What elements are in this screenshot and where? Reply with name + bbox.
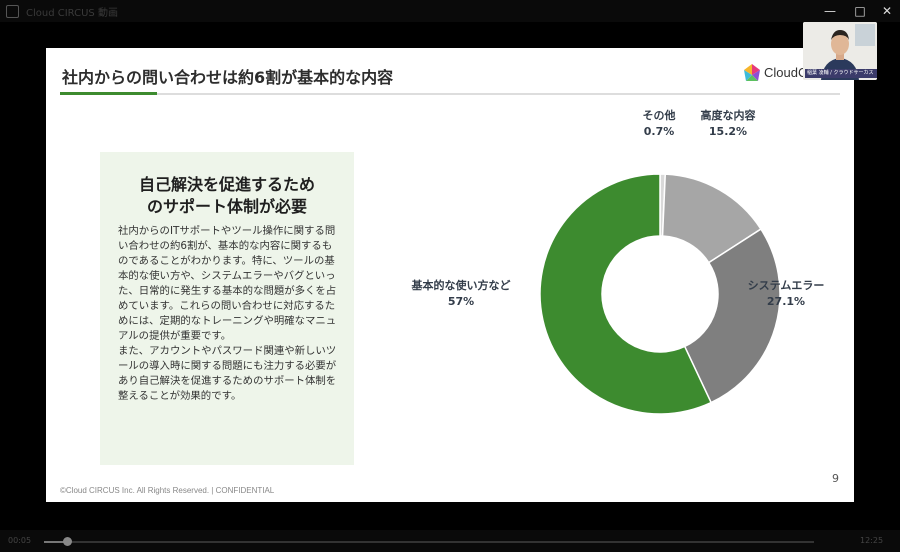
slice-label-name: システムエラー	[747, 279, 825, 292]
seek-bar[interactable]	[44, 541, 814, 543]
slice-label-name: 高度な内容	[700, 109, 756, 122]
logo-mark-icon	[744, 64, 760, 81]
donut-slice-2	[683, 228, 781, 404]
webcam-overlay: 稲葉 凌輔 / クラウドサーカス	[803, 22, 877, 80]
slice-label-3: 基本的な使い方など 57%	[401, 278, 521, 310]
slice-label-value: 27.1%	[766, 295, 806, 308]
slice-label-value: 15.2%	[708, 125, 748, 138]
donut-chart-svg	[539, 173, 781, 415]
panel-body-text: 社内からのITサポートやツール操作に関する問い合わせの約6割が、基本的な内容に関…	[118, 225, 337, 402]
slice-label-1: 高度な内容 15.2%	[668, 108, 788, 140]
slice-label-name: その他	[642, 109, 676, 122]
presenter-name-tag: 稲葉 凌輔 / クラウドサーカス	[805, 69, 877, 78]
summary-panel: 自己解決を促進するため のサポート体制が必要 社内からのITサポートやツール操作…	[100, 152, 354, 465]
minimize-button[interactable]: —	[824, 4, 836, 18]
video-player-bar: 00:05 12:25	[0, 530, 900, 552]
title-divider-accent	[60, 92, 157, 95]
donut-slice-3	[539, 173, 713, 415]
seek-handle[interactable]	[63, 537, 73, 546]
slice-label-value: 0.7%	[643, 125, 675, 138]
slice-label-2: システムエラー 27.1%	[726, 278, 846, 310]
panel-heading: 自己解決を促進するため のサポート体制が必要	[100, 174, 354, 218]
panel-heading-line-1: 自己解決を促進するため	[138, 175, 315, 194]
total-time: 12:25	[860, 536, 884, 545]
title-divider	[60, 93, 840, 95]
elapsed-time: 00:05	[8, 536, 32, 545]
maximize-button[interactable]: □	[854, 4, 866, 18]
app-icon	[6, 5, 19, 18]
donut-chart: その他 0.7% 高度な内容 15.2% システムエラー 27.1% 基本的な使い方など 57…	[412, 109, 846, 458]
slice-label-value: 57%	[447, 295, 475, 308]
slice-label-0: その他 0.7%	[599, 108, 719, 140]
window-title: Cloud CIRCUS 動画	[26, 8, 118, 19]
copyright-footer: ©Cloud CIRCUS Inc. All Rights Reserved. …	[60, 486, 275, 495]
slice-label-name: 基本的な使い方など	[411, 279, 511, 292]
panel-heading-line-2: のサポート体制が必要	[146, 197, 307, 216]
page-number: 9	[832, 472, 839, 485]
close-button[interactable]: ✕	[881, 4, 893, 18]
window-titlebar: Cloud CIRCUS 動画 — □ ✕	[0, 0, 900, 22]
slide-title: 社内からの問い合わせは約6割が基本的な内容	[62, 68, 394, 87]
seek-bar-progress	[44, 541, 68, 543]
